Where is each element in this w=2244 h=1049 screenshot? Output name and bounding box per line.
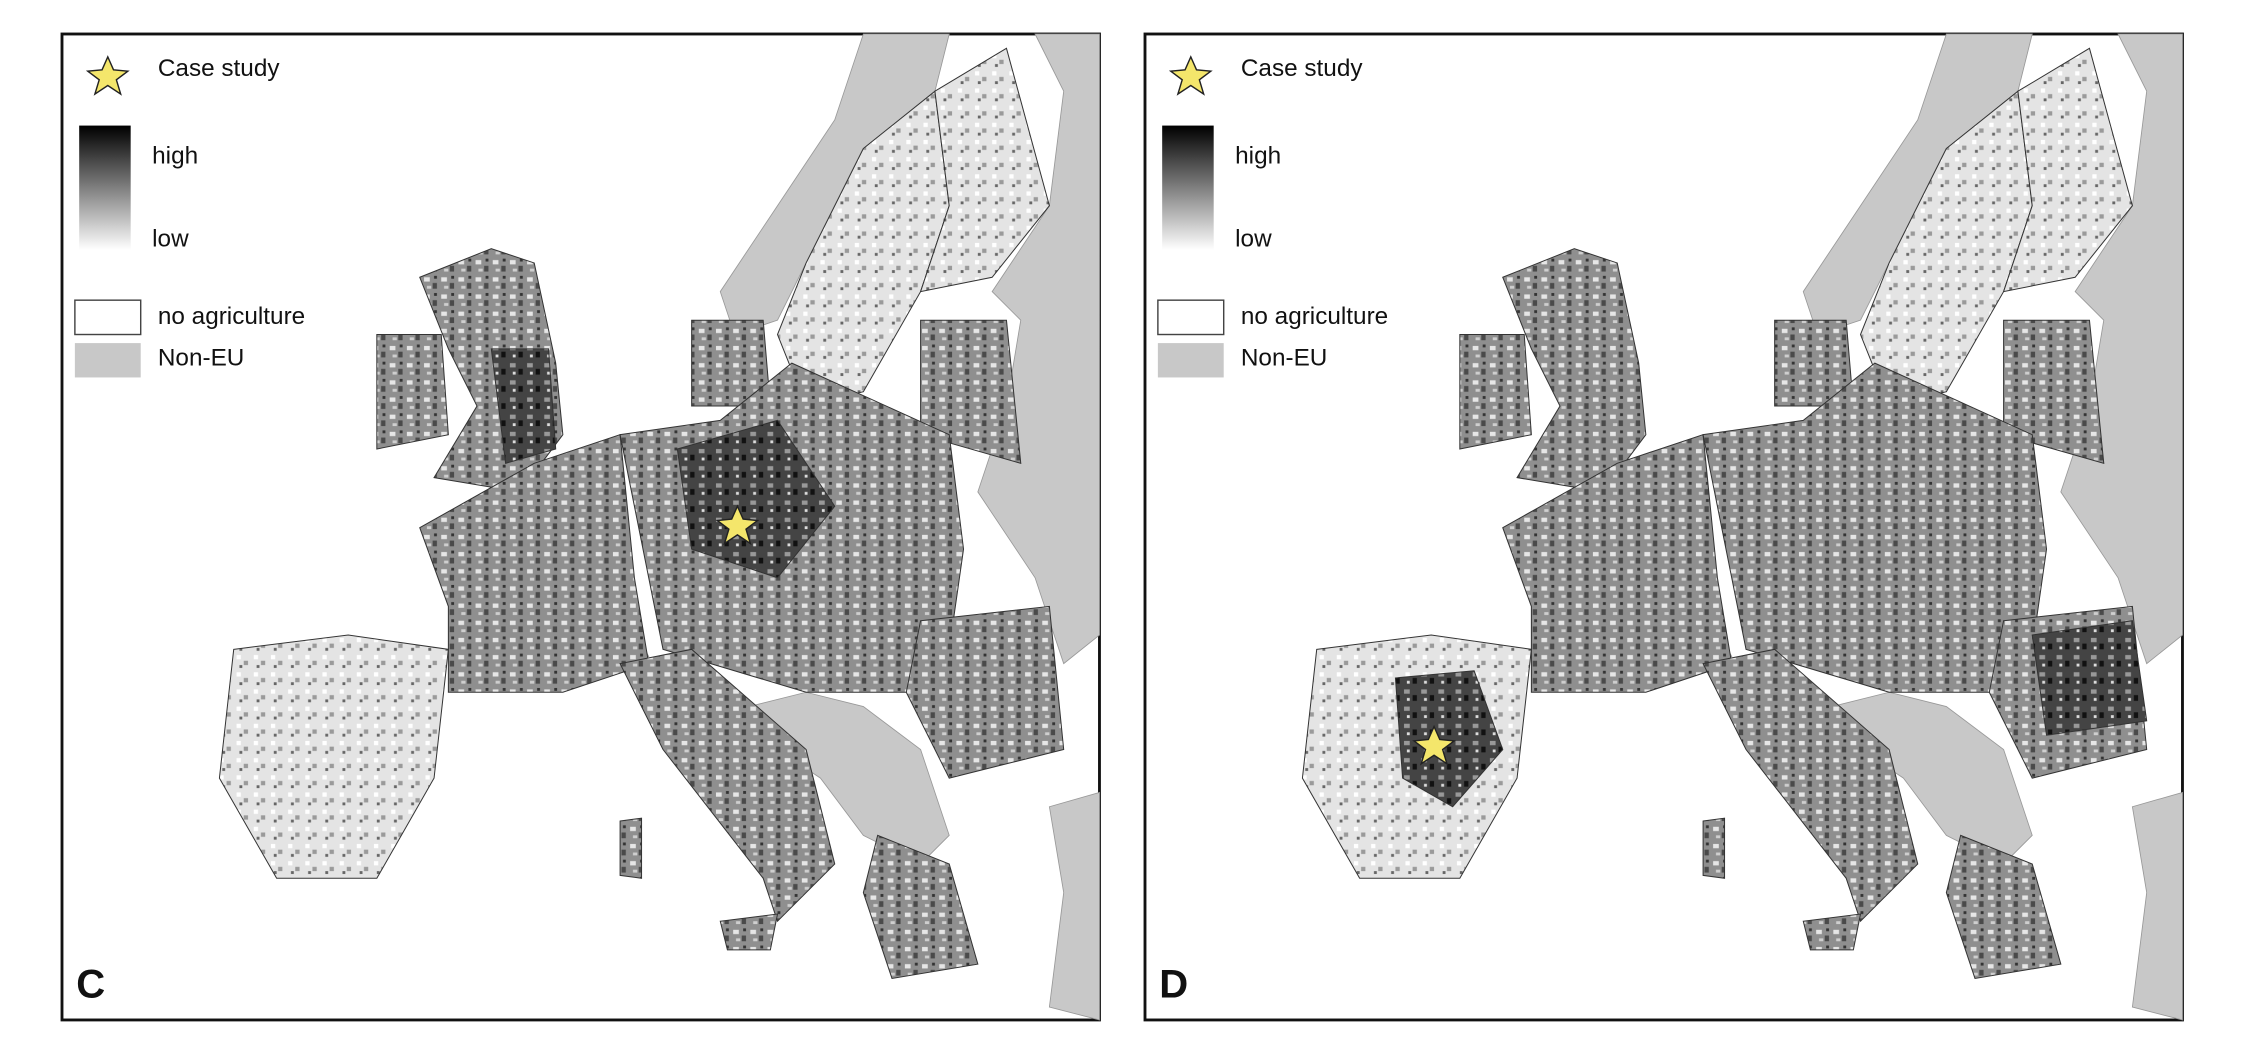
legend-low: low xyxy=(152,225,189,252)
legend-gradient xyxy=(79,125,131,251)
legend-no-agriculture-swatch xyxy=(74,299,142,336)
legend-high: high xyxy=(1235,142,1281,169)
legend-high: high xyxy=(152,142,198,169)
legend-low: low xyxy=(1235,225,1272,252)
panel-label: C xyxy=(76,963,105,1007)
high-region xyxy=(490,348,557,464)
legend-case-study: Case study xyxy=(158,55,280,82)
high-region xyxy=(676,419,836,579)
legend-non-eu-swatch xyxy=(1157,343,1224,378)
panel-d: Case study high low no agriculture Non-E… xyxy=(1143,32,2184,1022)
legend-gradient xyxy=(1162,125,1214,251)
high-region xyxy=(2031,620,2148,736)
panel-label: D xyxy=(1159,963,1188,1007)
case-study-star xyxy=(715,504,760,546)
high-region xyxy=(1394,670,1504,808)
legend-case-study: Case study xyxy=(1241,55,1363,82)
legend-no-agriculture: no agriculture xyxy=(158,303,305,330)
legend-non-eu: Non-EU xyxy=(1241,344,1327,371)
legend-no-agriculture: no agriculture xyxy=(1241,303,1388,330)
panel-c: Case study high low no agriculture Non-E… xyxy=(60,32,1101,1022)
legend-no-agriculture-swatch xyxy=(1157,299,1225,336)
legend-non-eu-swatch xyxy=(74,343,141,378)
case-study-star xyxy=(1412,724,1456,766)
legend-star xyxy=(1168,55,1213,96)
legend-star xyxy=(85,55,130,96)
legend-non-eu: Non-EU xyxy=(158,344,244,371)
